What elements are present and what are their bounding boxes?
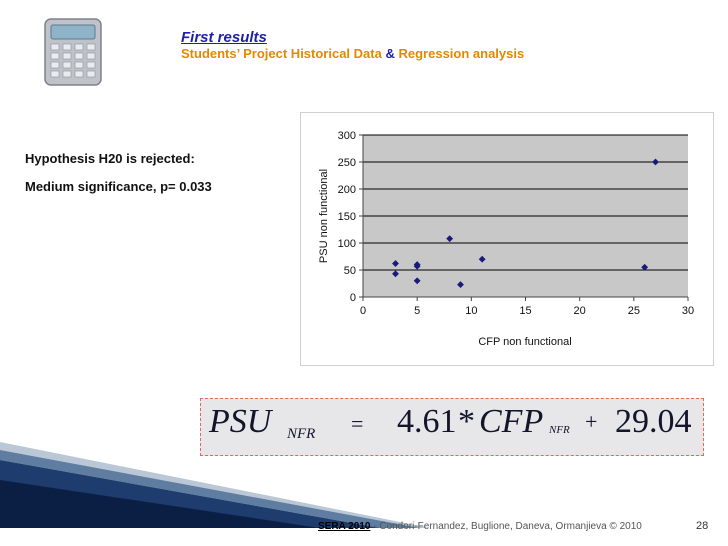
y-tick-label: 100 [338, 238, 356, 250]
page-number: 28 [696, 520, 709, 532]
equation-intercept: 29.04 [615, 403, 692, 440]
data-point [392, 260, 399, 267]
data-point [641, 263, 649, 271]
footer-citation: - Condori-Fernandez, Buglione, Daneva, O… [370, 521, 642, 532]
y-axis-label: PSU non functional [318, 169, 330, 263]
y-tick-label: 200 [338, 184, 356, 196]
subtitle-part-2: Regression analysis [398, 46, 525, 61]
y-tick-label: 300 [338, 130, 356, 142]
data-point [413, 262, 421, 270]
y-tick-label: 150 [338, 211, 356, 223]
data-point [446, 235, 454, 243]
subtitle-part-1: Students’ Project Historical Data [181, 46, 382, 61]
x-tick-label: 10 [465, 305, 477, 317]
equation-variable: CFP [479, 403, 544, 440]
calculator-icon [44, 18, 102, 86]
x-tick-label: 25 [628, 305, 640, 317]
y-tick-label: 0 [350, 292, 356, 304]
hypothesis-line-1: Hypothesis H20 is rejected: [25, 151, 195, 166]
regression-equation-box: PSU NFR = 4.61 * CFP NFR + 29.04 [200, 398, 704, 456]
x-axis-label: CFP non functional [478, 336, 571, 348]
equation-lhs-subscript: NFR [287, 426, 316, 442]
data-point [392, 270, 399, 278]
equation-plus: + [585, 409, 598, 434]
y-tick-label: 250 [338, 157, 356, 169]
y-tick-label: 50 [344, 265, 356, 277]
slide-title: First results [181, 29, 267, 46]
equation-equals: = [351, 411, 364, 436]
data-point [478, 255, 486, 263]
x-tick-label: 0 [360, 305, 366, 317]
data-point [457, 281, 464, 289]
footer-conference: SERA 2010 [318, 521, 371, 532]
equation-coefficient: 4.61 [397, 403, 457, 440]
scatter-chart: 0 50 100 150 200 250 300 0 5 10 15 20 25 30 CFP non … [300, 112, 714, 366]
x-tick-label: 15 [519, 305, 531, 317]
x-tick-label: 5 [414, 305, 420, 317]
data-point [413, 277, 421, 285]
equation-lhs: PSU [209, 403, 272, 440]
equation-variable-subscript: NFR [549, 424, 570, 436]
equation-multiply: * [458, 403, 475, 440]
footer-credit: SERA 2010 - Condori-Fernandez, Buglione,… [318, 521, 642, 532]
x-tick-label: 30 [682, 305, 694, 317]
hypothesis-line-2: Medium significance, p= 0.033 [25, 179, 212, 194]
chart-svg: 0 50 100 150 200 250 300 0 5 10 15 20 25 30 CFP non … [318, 130, 694, 348]
decorative-wedge [0, 442, 430, 528]
slide-subtitle: Students’ Project Historical Data & Regr… [181, 46, 524, 61]
data-point [652, 158, 659, 166]
subtitle-ampersand: & [385, 46, 395, 61]
x-tick-label: 20 [574, 305, 586, 317]
